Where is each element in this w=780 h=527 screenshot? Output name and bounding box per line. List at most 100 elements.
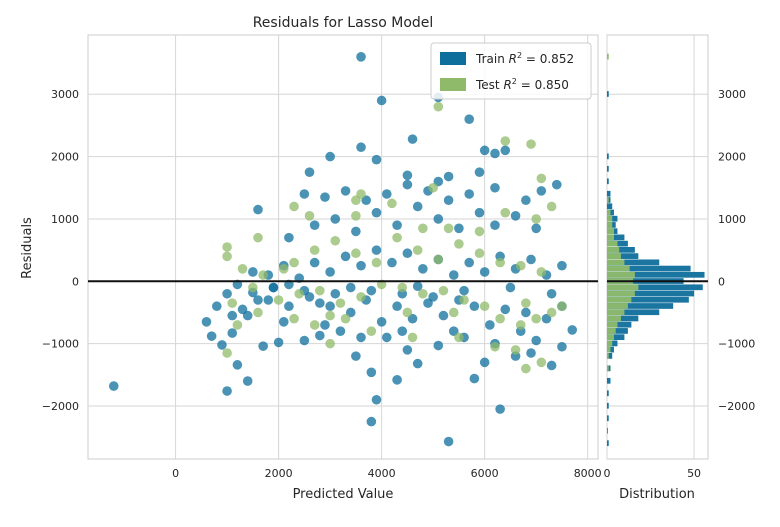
train-point — [201, 317, 212, 327]
train-point — [211, 301, 222, 312]
train-point — [412, 201, 423, 212]
train-point — [526, 254, 536, 265]
train-point — [402, 345, 413, 355]
distribution-x-label: Distribution — [619, 487, 695, 502]
test-point — [273, 295, 284, 305]
train-point — [464, 189, 475, 199]
test-point — [222, 242, 232, 252]
train-point — [521, 307, 531, 318]
train-histogram-bar — [607, 190, 611, 197]
train-point — [412, 358, 423, 369]
train-point — [495, 404, 505, 414]
train-point — [526, 348, 536, 358]
test-point — [330, 235, 341, 246]
test-histogram-bar — [607, 309, 625, 316]
train-point — [345, 282, 356, 293]
train-point — [479, 357, 490, 368]
train-histogram-bar — [607, 290, 695, 297]
train-point — [299, 189, 310, 199]
test-point — [371, 257, 382, 268]
train-point — [325, 301, 335, 312]
test-point — [515, 260, 526, 271]
train-point — [454, 223, 464, 234]
test-histogram-bar — [607, 365, 609, 372]
train-point — [469, 373, 480, 384]
train-point — [500, 304, 511, 315]
train-point — [351, 351, 361, 361]
train-point — [330, 288, 341, 299]
train-point — [531, 335, 541, 346]
train-point — [108, 381, 119, 391]
test-histogram-bar — [607, 340, 613, 347]
x-tick-label: 2000 — [265, 467, 293, 480]
train-point — [340, 186, 351, 196]
train-point — [557, 341, 567, 352]
test-point — [253, 232, 263, 243]
test-point — [428, 182, 438, 193]
test-point — [495, 257, 505, 268]
train-point — [227, 310, 238, 321]
x-axis-label: Predicted Value — [293, 487, 394, 502]
train-point — [351, 226, 361, 237]
test-point — [397, 282, 408, 293]
train-point — [371, 207, 382, 218]
distribution-y-ticks: −2000 −1000 0 1000 2000 3000 — [718, 88, 755, 413]
train-point — [356, 142, 366, 153]
test-point — [258, 270, 268, 280]
test-point — [418, 288, 428, 299]
legend-box — [430, 42, 592, 100]
train-point — [366, 285, 377, 296]
test-point — [536, 267, 547, 277]
train-point — [546, 360, 557, 371]
test-histogram-bar — [607, 240, 618, 247]
test-point — [433, 101, 444, 112]
legend-swatch-train — [440, 52, 466, 65]
train-point — [490, 220, 500, 230]
train-point — [479, 267, 490, 277]
train-histogram-bar — [607, 296, 689, 303]
train-point — [500, 145, 511, 156]
test-point — [510, 345, 521, 355]
train-point — [278, 317, 289, 327]
x-tick-label: 6000 — [471, 467, 499, 480]
test-point — [387, 198, 397, 209]
legend-test-r: R — [503, 78, 511, 92]
test-histogram-bar — [607, 197, 609, 203]
test-point — [402, 307, 413, 318]
train-histogram-bar — [607, 91, 609, 97]
train-point — [242, 376, 253, 386]
train-point — [443, 195, 454, 206]
test-point — [546, 201, 557, 212]
train-point — [392, 220, 402, 230]
test-point — [351, 248, 361, 259]
test-point — [248, 282, 258, 293]
test-point — [474, 226, 485, 237]
distribution-y-tick-label: −1000 — [718, 338, 755, 351]
train-point — [284, 232, 294, 243]
y-tick-label: 2000 — [51, 151, 79, 164]
train-histogram-bar — [607, 153, 609, 160]
legend-test-sup: 2 — [512, 77, 517, 86]
test-point — [443, 223, 454, 234]
test-point — [366, 326, 377, 336]
train-point — [356, 260, 366, 271]
train-point — [376, 317, 387, 327]
train-point — [356, 332, 366, 343]
test-point — [448, 307, 459, 318]
test-histogram-bar — [607, 296, 632, 303]
train-point — [253, 295, 263, 305]
train-point — [263, 295, 274, 305]
train-point — [418, 264, 428, 274]
train-point — [402, 179, 413, 190]
train-point — [273, 337, 284, 348]
y-axis-label: Residuals — [20, 217, 35, 279]
train-point — [335, 326, 346, 336]
test-point — [521, 298, 531, 308]
train-histogram-bar — [607, 259, 660, 266]
legend-train-r: R — [509, 52, 517, 66]
train-point — [536, 186, 547, 196]
train-point — [309, 257, 320, 268]
train-point — [412, 281, 423, 292]
train-histogram-bar — [607, 265, 691, 272]
test-histogram-bar — [607, 209, 611, 216]
